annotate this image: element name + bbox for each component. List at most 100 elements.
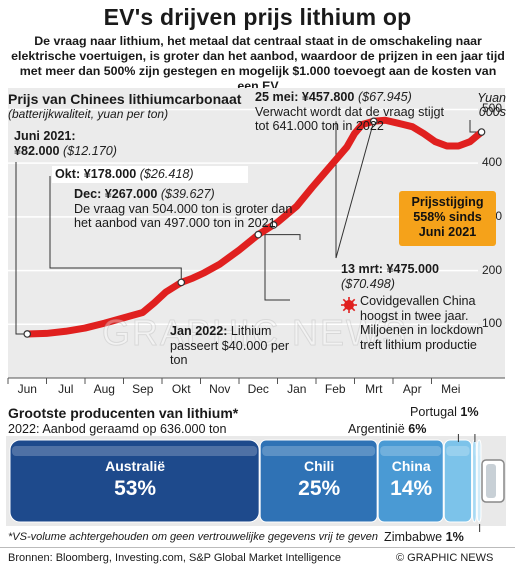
battery-segment <box>377 439 444 523</box>
annotation-leader <box>49 176 182 283</box>
annotation-marker <box>254 230 263 239</box>
annotation-mar-text: Covidgevallen China hoogst in twee jaar.… <box>360 294 484 352</box>
annotation-jan-date: Jan 2022: <box>170 324 228 338</box>
price-increase-callout-box <box>399 191 496 246</box>
y-tick-label: 400 <box>482 155 503 170</box>
annotation-may-yuan: ¥457.800 <box>301 90 355 104</box>
annotation-marker <box>369 117 378 126</box>
sources: Bronnen: Bloomberg, Investing.com, S&P G… <box>8 552 342 564</box>
month-label: Mrt <box>365 382 383 396</box>
segment-name: Zimbabwe <box>384 530 446 544</box>
annotation-marker <box>23 330 32 338</box>
annotation-dec: Dec: ¥267.000 ($39.627) De vraag van 504… <box>74 187 304 231</box>
battery-segment-label: Australië 53% <box>10 458 260 501</box>
price-increase-callout: Prijsstijging 558% sinds Juni 2021 <box>411 195 484 239</box>
annotation-jun-2021: Juni 2021: ¥82.000 ($12.170) <box>14 129 134 158</box>
battery-terminal-inner <box>486 464 496 498</box>
segment-name: Portugal <box>410 405 461 419</box>
segment-value: 25% <box>298 477 341 500</box>
annotation-jan-text: Lithium passeert $40.000 per ton <box>170 324 290 367</box>
segment-value: 6% <box>408 422 427 436</box>
segment-value: 53% <box>114 477 157 500</box>
battery-segment-highlight <box>12 446 258 456</box>
annotation-jan-2022: Jan 2022: Lithium passeert $40.000 per t… <box>170 324 290 368</box>
month-label: Jul <box>58 382 74 396</box>
annotation-markers <box>23 117 486 338</box>
annotation-jun-usd: ($12.170) <box>63 143 117 158</box>
annotation-may-text: Verwacht wordt dat de vraag stijgt tot 6… <box>255 104 445 134</box>
battery-segment-label: Zimbabwe 1% <box>384 530 464 544</box>
battery-segment-highlight <box>446 446 470 456</box>
battery-segment-highlight <box>262 446 376 456</box>
month-label: Feb <box>324 382 346 396</box>
battery-segment-label: China 14% <box>378 458 444 501</box>
page-title: EV's drijven prijs lithium op <box>103 4 412 30</box>
segment-name: Australië <box>105 458 166 474</box>
battery-segments <box>9 434 482 532</box>
battery-segment-label: Chili 25% <box>260 458 378 501</box>
annotation-jun-date: Juni 2021: <box>14 129 76 143</box>
battery-segment <box>9 439 260 523</box>
month-label: Nov <box>209 382 231 396</box>
month-label: Sep <box>132 382 154 396</box>
battery-segment-label: Portugal 1% <box>410 405 479 419</box>
x-axis-band <box>8 378 505 400</box>
battery-segment-label: Argentinië 6% <box>348 422 426 436</box>
y-tick-label: 100 <box>482 316 503 331</box>
annotation-dec-date: Dec: <box>74 187 102 201</box>
annotation-mar-yuan: ¥475.000 <box>386 262 440 276</box>
footer-divider <box>0 547 515 548</box>
y-axis-unit: Yuan 000s <box>477 91 506 119</box>
month-label: Okt <box>171 382 191 396</box>
virus-icon <box>341 297 357 313</box>
annotation-may: 25 mei: ¥457.800 ($67.945) Verwacht word… <box>255 90 455 134</box>
battery-bar <box>6 434 506 532</box>
annotation-marker <box>177 278 186 287</box>
watermark-text: GRAPHIC NEWS <box>102 312 408 353</box>
annotation-oct: Okt: ¥178.000 ($26.418) <box>52 166 248 183</box>
annotation-mar-usd: ($70.498) <box>341 276 395 291</box>
month-label: Dec <box>247 382 269 396</box>
month-label: Aug <box>93 382 115 396</box>
y-tick-label: 500 <box>482 101 503 116</box>
month-label: Apr <box>402 382 422 396</box>
segment-name: China <box>391 458 431 474</box>
annotation-marker <box>477 128 486 136</box>
annotation-may-date: 25 mei: <box>255 90 299 104</box>
line-chart-title: Prijs van Chinees lithiumcarbonaat <box>8 91 242 107</box>
annotation-leader <box>335 121 375 259</box>
segment-value: 1% <box>460 405 479 419</box>
battery-segment <box>472 439 477 523</box>
segment-value: 14% <box>390 477 433 500</box>
y-tick-label: 200 <box>482 262 503 277</box>
annotation-dec-text: De vraag van 504.000 ton is groter dan h… <box>74 201 293 231</box>
producers-title: Grootste producenten van lithium* <box>8 405 239 421</box>
annotation-mar-date: 13 mrt: <box>341 262 383 276</box>
footnote: *VS-volume achtergehouden om geen vertro… <box>8 531 378 543</box>
battery-segment-highlight <box>479 446 481 456</box>
annotation-jun-yuan: ¥82.000 <box>14 143 60 158</box>
segment-value: 1% <box>445 530 464 544</box>
copyright: © GRAPHIC NEWS <box>396 552 494 564</box>
annotation-oct-usd: ($26.418) <box>139 167 194 181</box>
annotation-oct-date: Okt: <box>55 167 81 181</box>
annotation-dec-usd: ($39.627) <box>160 187 215 201</box>
producers-subtitle: 2022: Aanbod geraamd op 636.000 ton <box>8 422 227 436</box>
annotation-mar: 13 mrt: ¥475.000 ($70.498) <box>341 262 491 291</box>
month-label: Jan <box>287 382 307 396</box>
battery-segment-highlight <box>380 446 442 456</box>
annotation-may-usd: ($67.945) <box>357 90 412 104</box>
line-chart-subtitle: (batterijkwaliteit, yuan per ton) <box>8 107 169 121</box>
month-ticks <box>7 378 432 384</box>
month-label: Mei <box>441 382 461 396</box>
price-line <box>23 116 486 338</box>
month-label: Jun <box>17 382 37 396</box>
intro-text: De vraag naar lithium, het metaal dat ce… <box>11 34 505 93</box>
segment-name: Chili <box>303 458 335 474</box>
battery-segment-highlight <box>474 446 476 456</box>
annotation-leader <box>258 234 301 240</box>
annotation-dec-yuan: ¥267.000 <box>104 187 158 201</box>
battery-segment <box>259 439 378 523</box>
annotation-oct-yuan: ¥178.000 <box>83 167 137 181</box>
